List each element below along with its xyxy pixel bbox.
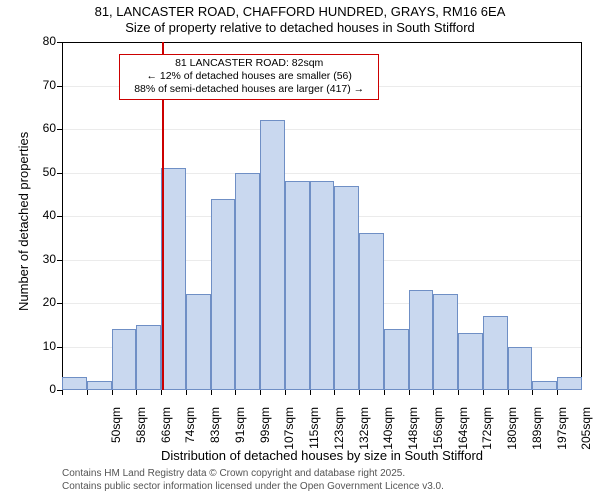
x-tick-label: 172sqm <box>480 407 494 457</box>
y-tick-label: 50 <box>30 165 56 179</box>
histogram-bar <box>508 347 533 391</box>
x-tick-label: 74sqm <box>183 407 197 457</box>
histogram-bar <box>87 381 112 390</box>
y-tick-label: 0 <box>30 382 56 396</box>
y-tick-label: 10 <box>30 339 56 353</box>
histogram-chart: 81, LANCASTER ROAD, CHAFFORD HUNDRED, GR… <box>0 0 600 500</box>
x-tick-label: 99sqm <box>258 407 272 457</box>
annotation-line: ← 12% of detached houses are smaller (56… <box>124 70 374 83</box>
annotation-line: 81 LANCASTER ROAD: 82sqm <box>124 57 374 70</box>
y-tick-label: 70 <box>30 78 56 92</box>
x-tick-label: 91sqm <box>233 407 247 457</box>
histogram-bar <box>384 329 409 390</box>
attribution-line-2: Contains public sector information licen… <box>62 481 444 494</box>
histogram-bar <box>211 199 236 390</box>
title-line-2: Size of property relative to detached ho… <box>0 20 600 36</box>
histogram-bar <box>334 186 359 390</box>
histogram-bar <box>359 233 384 390</box>
annotation-line: 88% of semi-detached houses are larger (… <box>124 83 374 96</box>
histogram-bar <box>458 333 483 390</box>
attribution-text: Contains HM Land Registry data © Crown c… <box>62 468 444 493</box>
x-tick-label: 189sqm <box>530 407 544 457</box>
histogram-bar <box>62 377 87 390</box>
x-tick-label: 140sqm <box>381 407 395 457</box>
histogram-bar <box>285 181 310 390</box>
x-tick-label: 107sqm <box>282 407 296 457</box>
y-tick-label: 60 <box>30 121 56 135</box>
x-tick-label: 83sqm <box>208 407 222 457</box>
x-tick-label: 164sqm <box>456 407 470 457</box>
y-axis-label: Number of detached properties <box>16 132 31 311</box>
histogram-bar <box>112 329 137 390</box>
histogram-bar <box>186 294 211 390</box>
x-tick-label: 115sqm <box>307 407 321 457</box>
attribution-line-1: Contains HM Land Registry data © Crown c… <box>62 468 444 481</box>
title-line-1: 81, LANCASTER ROAD, CHAFFORD HUNDRED, GR… <box>0 4 600 20</box>
histogram-bar <box>409 290 434 390</box>
histogram-bar <box>433 294 458 390</box>
histogram-bar <box>483 316 508 390</box>
x-tick-label: 156sqm <box>431 407 445 457</box>
chart-title: 81, LANCASTER ROAD, CHAFFORD HUNDRED, GR… <box>0 4 600 37</box>
histogram-bar <box>136 325 161 390</box>
y-tick-label: 40 <box>30 208 56 222</box>
histogram-bar <box>557 377 582 390</box>
x-tick-label: 132sqm <box>357 407 371 457</box>
annotation-box: 81 LANCASTER ROAD: 82sqm← 12% of detache… <box>119 54 379 99</box>
histogram-bar <box>310 181 335 390</box>
y-tick-label: 80 <box>30 34 56 48</box>
histogram-bar <box>235 173 260 391</box>
x-tick-label: 58sqm <box>134 407 148 457</box>
x-tick-label: 197sqm <box>555 407 569 457</box>
x-tick-label: 180sqm <box>505 407 519 457</box>
y-tick-label: 20 <box>30 295 56 309</box>
x-tick-label: 123sqm <box>332 407 346 457</box>
y-tick-label: 30 <box>30 252 56 266</box>
x-tick-label: 205sqm <box>579 407 593 457</box>
plot-area: 81 LANCASTER ROAD: 82sqm← 12% of detache… <box>62 42 582 390</box>
x-tick-label: 66sqm <box>159 407 173 457</box>
histogram-bar <box>161 168 186 390</box>
x-tick-label: 50sqm <box>109 407 123 457</box>
histogram-bar <box>532 381 557 390</box>
histogram-bar <box>260 120 285 390</box>
x-tick-label: 148sqm <box>406 407 420 457</box>
